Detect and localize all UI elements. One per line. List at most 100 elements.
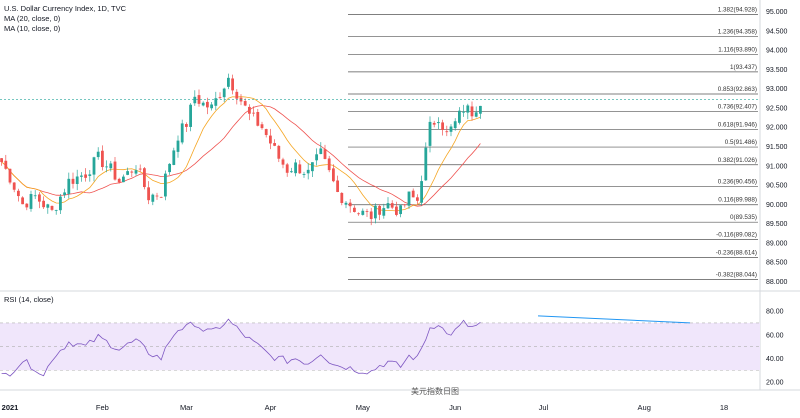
candle-body (474, 112, 478, 117)
price-tick-label: 90.000 (766, 202, 788, 209)
price-tick-label: 94.000 (766, 48, 788, 55)
candle-body (378, 205, 381, 215)
candle-body (206, 101, 209, 108)
candle-body (227, 77, 230, 87)
candle-body (180, 123, 184, 143)
candle-body (269, 135, 272, 144)
candle-body (445, 131, 449, 133)
candle-body (143, 168, 146, 188)
candle-body (453, 121, 457, 129)
candle-body (340, 192, 344, 203)
candle-body (54, 209, 58, 211)
candle-body (432, 122, 436, 125)
candle-body (46, 204, 50, 208)
candle-body (315, 154, 318, 161)
candle-body (210, 104, 213, 109)
candle-body (399, 205, 402, 215)
candle-body (117, 178, 121, 183)
candle-body (336, 180, 339, 192)
candle-body (281, 159, 285, 165)
candle-body (369, 211, 373, 219)
candle-body (332, 168, 335, 182)
candle-body (390, 203, 394, 208)
candle-body (386, 203, 390, 209)
candle-body (466, 105, 470, 113)
candle-body (424, 147, 428, 181)
rsi-tick-label: 40.00 (766, 356, 784, 363)
candle-body (4, 160, 8, 169)
rsi-tick-label: 60.00 (766, 332, 784, 339)
candle-body (327, 158, 331, 171)
candle-body (344, 202, 348, 205)
candle-body (231, 78, 234, 91)
candle-body (441, 122, 444, 130)
candle-body (88, 174, 92, 176)
candles (0, 73, 482, 226)
candle-body (395, 206, 398, 215)
candle-body (8, 168, 12, 183)
fib-label: 0.853(92.863) (718, 86, 757, 93)
time-tick-label: May (356, 403, 370, 412)
ma20-line (1, 105, 481, 207)
candle-body (25, 203, 29, 208)
candle-body (113, 161, 117, 180)
rsi-tick-label: 80.00 (766, 309, 784, 316)
price-tick-label: 92.000 (766, 125, 788, 132)
candle-body (193, 96, 197, 104)
candle-body (416, 197, 419, 201)
price-tick-label: 92.500 (766, 105, 788, 112)
fib-label: 0(89.535) (730, 214, 757, 221)
price-tick-label: 91.500 (766, 144, 788, 151)
chart-title: U.S. Dollar Currency Index, 1D, TVC (4, 4, 126, 13)
candle-body (130, 171, 134, 173)
candle-body (189, 104, 192, 127)
candle-body (42, 200, 45, 208)
candle-body (260, 124, 264, 129)
candle-body (33, 195, 37, 197)
fib-retracement: 1.382(94.928) 1.236(94.358) 1.116(93.890) 1… (348, 6, 758, 280)
candle-body (50, 205, 54, 210)
time-tick-label: 2021 (2, 403, 19, 412)
candle-body (357, 213, 360, 215)
candle-body (21, 197, 24, 205)
candle-body (176, 140, 180, 152)
price-tick-label: 94.500 (766, 28, 788, 35)
candle-body (159, 196, 163, 198)
price-tick-label: 95.000 (766, 9, 788, 16)
candle-body (361, 210, 365, 215)
candle-body (168, 163, 171, 173)
candle-body (126, 171, 129, 175)
fib-label: 0.5(91.486) (725, 139, 757, 146)
price-tick-label: 90.500 (766, 183, 788, 190)
watermark: 美元指数日图 (411, 386, 459, 396)
candle-body (185, 124, 188, 127)
time-tick-label: Aug (638, 403, 651, 412)
candle-body (164, 173, 167, 197)
candle-body (252, 112, 255, 114)
candle-body (243, 101, 247, 106)
candle-body (63, 192, 66, 196)
price-tick-label: 89.500 (766, 221, 788, 228)
candle-body (59, 196, 62, 211)
rsi-tick-label: 20.00 (766, 380, 784, 387)
candle-body (96, 151, 100, 158)
price-tick-label: 88.000 (766, 279, 788, 286)
candle-body (348, 202, 352, 207)
ma20-legend: MA (20, close, 0) (4, 14, 61, 23)
candle-body (172, 150, 176, 165)
candle-body (155, 195, 159, 197)
candle-body (470, 106, 474, 117)
candle-body (437, 122, 440, 124)
rsi-line (1, 318, 481, 377)
candle-body (138, 168, 142, 170)
candle-body (374, 205, 377, 219)
fib-label: 1(93.437) (730, 64, 757, 71)
candle-body (222, 88, 226, 98)
candle-body (428, 121, 432, 146)
candle-body (319, 148, 323, 155)
time-tick-label: 18 (720, 403, 728, 412)
fib-label: -0.382(88.044) (716, 272, 757, 279)
candle-body (420, 181, 423, 203)
candle-body (277, 145, 281, 159)
price-tick-label: 91.000 (766, 163, 788, 170)
